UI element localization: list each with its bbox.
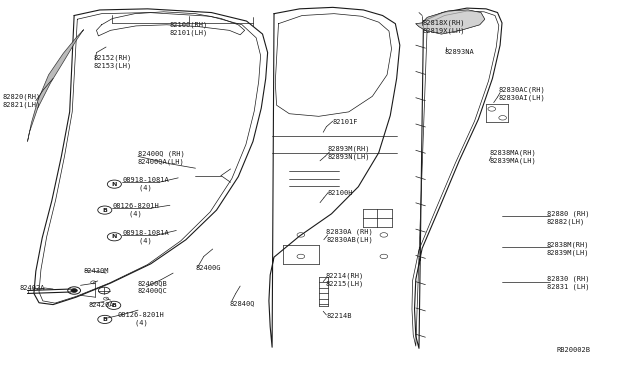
Polygon shape xyxy=(28,30,84,141)
Text: B: B xyxy=(102,317,108,322)
Text: 82818X(RH)
82819X(LH): 82818X(RH) 82819X(LH) xyxy=(422,19,465,34)
Text: RB20002B: RB20002B xyxy=(556,347,590,353)
Text: 82830AC(RH)
82830AI(LH): 82830AC(RH) 82830AI(LH) xyxy=(499,86,545,100)
Text: N: N xyxy=(111,234,117,239)
Text: 82893NA: 82893NA xyxy=(445,49,474,55)
Text: 08126-8201H
    (4): 08126-8201H (4) xyxy=(118,312,164,326)
Text: 82214B: 82214B xyxy=(326,314,352,320)
Text: 82830A (RH)
82830AB(LH): 82830A (RH) 82830AB(LH) xyxy=(326,229,373,243)
Text: 82830 (RH)
82831 (LH): 82830 (RH) 82831 (LH) xyxy=(547,276,589,291)
Text: N: N xyxy=(111,182,117,187)
Circle shape xyxy=(71,289,77,292)
Text: 82893M(RH)
82893N(LH): 82893M(RH) 82893N(LH) xyxy=(328,145,370,160)
Text: 82400G: 82400G xyxy=(195,265,221,271)
Text: 82100H: 82100H xyxy=(328,190,353,196)
Text: 82838MA(RH)
82839MA(LH): 82838MA(RH) 82839MA(LH) xyxy=(489,150,536,164)
Polygon shape xyxy=(416,10,484,34)
Text: B: B xyxy=(111,303,116,308)
Text: 82820(RH)
82821(LH): 82820(RH) 82821(LH) xyxy=(3,93,41,108)
Text: 08918-1081A
    (4): 08918-1081A (4) xyxy=(122,230,169,244)
Text: 82100(RH)
82101(LH): 82100(RH) 82101(LH) xyxy=(170,21,208,36)
Text: 82152(RH)
82153(LH): 82152(RH) 82153(LH) xyxy=(93,55,132,69)
Text: 08126-8201H
    (4): 08126-8201H (4) xyxy=(113,203,159,217)
Text: B: B xyxy=(102,208,108,212)
Text: 82402A: 82402A xyxy=(20,285,45,291)
Text: 82838M(RH)
82839M(LH): 82838M(RH) 82839M(LH) xyxy=(547,241,589,256)
Text: 82880 (RH)
82882(LH): 82880 (RH) 82882(LH) xyxy=(547,210,589,225)
Text: 82400QB
82400QC: 82400QB 82400QC xyxy=(138,280,168,294)
Text: 82400Q (RH)
82400QA(LH): 82400Q (RH) 82400QA(LH) xyxy=(138,151,185,166)
Text: 82840Q: 82840Q xyxy=(229,300,255,306)
Text: 82420A: 82420A xyxy=(89,302,115,308)
Text: 82430M: 82430M xyxy=(84,268,109,274)
Text: 82214(RH)
82215(LH): 82214(RH) 82215(LH) xyxy=(325,273,364,287)
Text: 08918-1081A
    (4): 08918-1081A (4) xyxy=(122,177,169,191)
Text: 82101F: 82101F xyxy=(333,119,358,125)
